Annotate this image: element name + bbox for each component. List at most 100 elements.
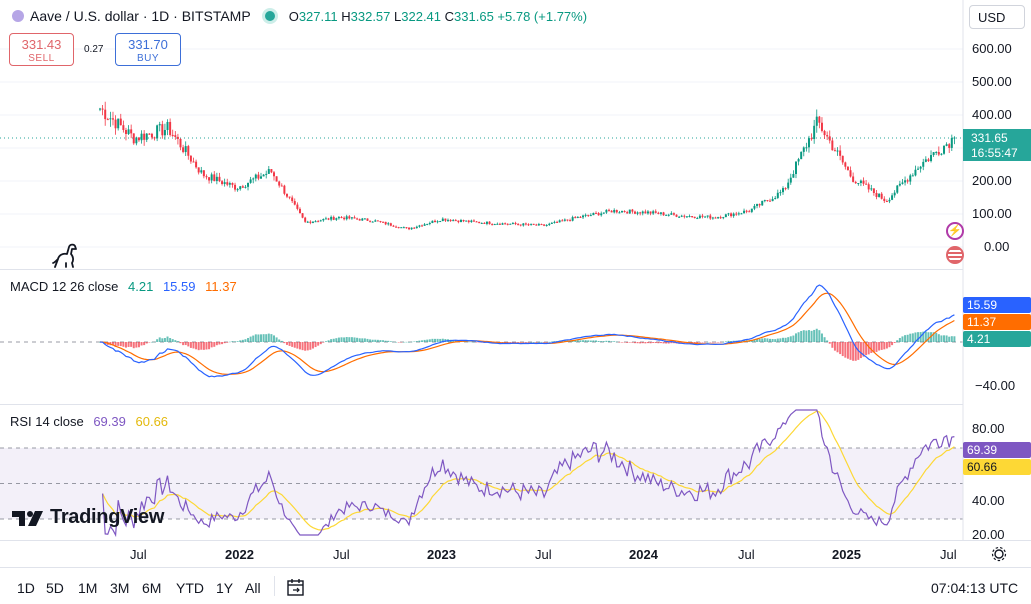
pane-divider[interactable]	[0, 269, 963, 270]
range-1y[interactable]: 1Y	[216, 580, 234, 596]
tradingview-logo[interactable]: TradingView	[12, 506, 164, 529]
candle-body	[779, 192, 782, 194]
range-1m[interactable]: 1M	[78, 580, 98, 596]
candle-body	[148, 133, 151, 135]
macd-histogram	[99, 328, 956, 361]
candle-body	[119, 118, 122, 126]
candle-body	[296, 204, 299, 209]
candle-body	[693, 216, 696, 219]
range-6m[interactable]: 6M	[142, 580, 162, 596]
time-label: Jul	[333, 547, 350, 562]
candle-body	[392, 225, 395, 227]
range-ytd[interactable]: YTD	[176, 580, 204, 596]
candle-body	[758, 204, 761, 206]
macd-hist-bar	[335, 338, 338, 342]
candle-body	[844, 162, 847, 167]
macd-hist-bar	[950, 336, 953, 342]
us-flag-icon[interactable]	[946, 246, 964, 264]
macd-hist-bar	[330, 339, 333, 342]
price-tick: 600.00	[972, 41, 1012, 56]
macd-hist-bar	[753, 339, 756, 342]
lightning-icon[interactable]: ⚡	[946, 222, 964, 240]
macd-hist-bar	[156, 339, 159, 342]
candle-body	[670, 213, 673, 215]
candle-body	[163, 129, 166, 136]
candle-body	[649, 211, 652, 214]
macd-hist-bar	[844, 342, 847, 358]
macd-hist-bar	[241, 339, 244, 342]
macd-hist-bar	[548, 341, 551, 343]
sell-button[interactable]: 331.43 SELL	[9, 33, 74, 66]
macd-hist-bar	[620, 342, 623, 343]
macd-hist-bar	[345, 337, 348, 342]
candle-body	[675, 214, 678, 217]
candle-body	[891, 195, 894, 200]
macd-hist-bar	[267, 333, 270, 342]
macd-hist-bar	[659, 342, 662, 344]
candle-body	[854, 181, 857, 184]
candle-body	[358, 219, 361, 221]
macd-hist-bar	[514, 342, 517, 343]
macd-hist-bar	[332, 338, 335, 342]
footer-separator	[274, 576, 275, 596]
buy-button[interactable]: 331.70 BUY	[115, 33, 181, 66]
macd-hist-bar	[896, 340, 899, 342]
candle-body	[639, 212, 642, 214]
candle-body	[911, 175, 914, 177]
candle-body	[192, 161, 195, 163]
candle-body	[343, 217, 346, 220]
symbol-title[interactable]: Aave / U.S. dollar · 1D · BITSTAMP	[30, 8, 251, 24]
price-gridlines	[0, 48, 963, 248]
macd-hist-bar	[353, 337, 356, 342]
buy-price: 331.70	[128, 37, 168, 52]
macd-hist-bar	[311, 342, 314, 349]
macd-hist-bar	[413, 341, 416, 343]
range-3m[interactable]: 3M	[110, 580, 130, 596]
macd-hist-bar	[280, 340, 283, 342]
candle-body	[914, 169, 917, 176]
sell-price: 331.43	[21, 37, 62, 52]
range-5d[interactable]: 5D	[46, 580, 64, 596]
close-value: 331.65	[454, 8, 494, 24]
macd-hist-bar	[787, 337, 790, 342]
candle-body	[774, 197, 777, 199]
candle-body	[444, 218, 447, 221]
candle-body	[376, 220, 379, 222]
candle-body	[205, 176, 208, 178]
candle-body	[348, 216, 351, 219]
macd-hist-bar	[909, 333, 912, 342]
candle-body	[117, 118, 120, 129]
candle-body	[446, 219, 449, 221]
settings-gear-icon[interactable]	[991, 546, 1007, 562]
candle-body	[322, 218, 325, 221]
macd-hist-bar	[730, 341, 733, 342]
currency-select[interactable]: USD	[969, 5, 1025, 29]
macd-hist-bar	[506, 342, 509, 343]
date-range-icon[interactable]	[286, 577, 306, 597]
candle-body	[896, 185, 899, 193]
macd-hist-bar	[867, 342, 870, 355]
candle-body	[221, 181, 224, 185]
pane-divider[interactable]	[0, 404, 963, 405]
candle-body	[906, 180, 909, 182]
candle-body	[153, 137, 156, 139]
range-1d[interactable]: 1D	[17, 580, 35, 596]
candle-body	[807, 138, 810, 148]
candle-body	[231, 183, 234, 185]
macd-hist-bar	[717, 342, 720, 343]
candle-body	[218, 176, 221, 182]
rsi-line	[102, 409, 955, 538]
utc-clock[interactable]: 07:04:13 UTC	[931, 580, 1019, 596]
macd-hist-bar	[504, 342, 507, 343]
high-value: 332.57	[350, 8, 391, 24]
range-all[interactable]: All	[245, 580, 261, 596]
candle-body	[182, 147, 185, 153]
candle-body	[171, 134, 174, 136]
macd-hist-bar	[639, 342, 642, 344]
macd-hist-bar	[143, 342, 146, 346]
macd-hist-bar	[602, 341, 605, 342]
candle-body	[509, 223, 512, 225]
macd-hist-bar	[911, 333, 914, 342]
candle-body	[701, 215, 704, 217]
